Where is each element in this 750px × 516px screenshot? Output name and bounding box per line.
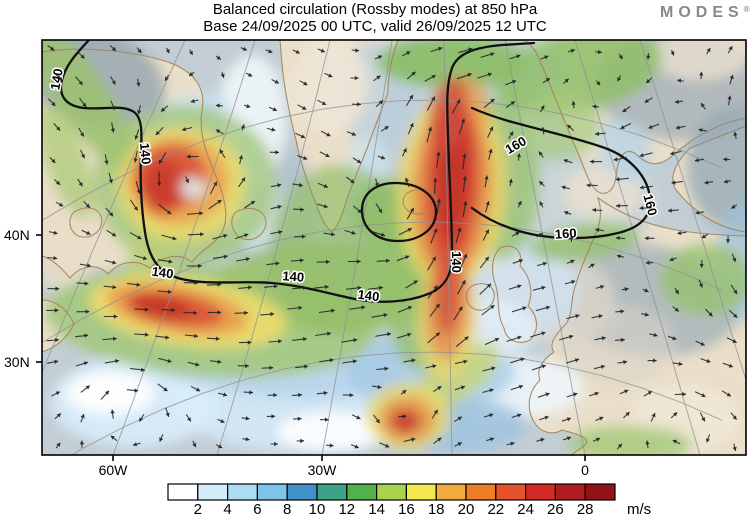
colorbar: 2 4 6 8 10 12 14 16 18 20 22 24 26 28 m/s: [167, 483, 651, 516]
colorbar-tick-label: 2: [194, 501, 202, 516]
colorbar-tick-label: 28: [577, 501, 594, 516]
lat-label: 40N: [4, 227, 30, 243]
colorbar-tick-label: 22: [487, 501, 504, 516]
map-frame-and-axes: 40N 30N 60W 30W 0: [4, 39, 747, 478]
colorbar-segment: [256, 483, 288, 501]
contour-label: 160: [554, 225, 577, 241]
contour-label: 140: [137, 142, 154, 165]
colorbar-segment: [524, 483, 556, 501]
colorbar-segment: [167, 483, 199, 501]
contour-label: 160: [640, 192, 660, 217]
colorbar-segment: [435, 483, 467, 501]
colorbar-tick-label: 26: [547, 501, 564, 516]
colorbar-segment: [316, 483, 348, 501]
colorbar-tick-label: 8: [283, 501, 291, 516]
lon-label: 60W: [99, 462, 129, 478]
contour-label: 140: [282, 268, 305, 284]
contour-label: 140: [151, 264, 175, 282]
contour-label: 140: [449, 251, 464, 273]
map-border: [41, 39, 747, 456]
colorbar-tick-label: 14: [368, 501, 385, 516]
graticule: [42, 40, 746, 455]
lon-label: 0: [581, 462, 589, 478]
colorbar-tick-label: 24: [517, 501, 534, 516]
colorbar-tick-label: 16: [398, 501, 415, 516]
colorbar-segment: [495, 483, 527, 501]
colorbar-segment: [554, 483, 586, 501]
contour-label: 140: [47, 67, 66, 91]
contour-160: [470, 106, 652, 240]
chart-title: Balanced circulation (Rossby modes) at 8…: [213, 1, 538, 18]
lon-label: 30W: [308, 462, 338, 478]
colorbar-tick-label: 20: [458, 501, 475, 516]
colorbar-unit: m/s: [627, 501, 651, 516]
colorbar-tick-label: 6: [253, 501, 261, 516]
contour-label: 140: [357, 287, 380, 305]
wind-arrows: [46, 45, 738, 452]
colorbar-tick-label: 10: [309, 501, 326, 516]
lat-label: 30N: [4, 354, 30, 370]
colorbar-segment: [346, 483, 378, 501]
contour-140: [360, 181, 438, 243]
colorbar-segment: [584, 483, 616, 501]
chart-subtitle: Base 24/09/2025 00 UTC, valid 26/09/2025…: [203, 18, 547, 35]
colorbar-segment: [227, 483, 259, 501]
colorbar-tick-label: 12: [338, 501, 355, 516]
modes-logo: MODES®: [660, 4, 750, 21]
colorbar-segment: [405, 483, 437, 501]
colorbar-segment: [465, 483, 497, 501]
colorbar-tick-label: 18: [428, 501, 445, 516]
colorbar-tick-label: 4: [223, 501, 231, 516]
colorbar-segment: [286, 483, 318, 501]
colorbar-segment: [197, 483, 229, 501]
contour-140: [59, 40, 536, 303]
logo-registered-mark: ®: [744, 5, 750, 14]
colorbar-segment: [376, 483, 408, 501]
